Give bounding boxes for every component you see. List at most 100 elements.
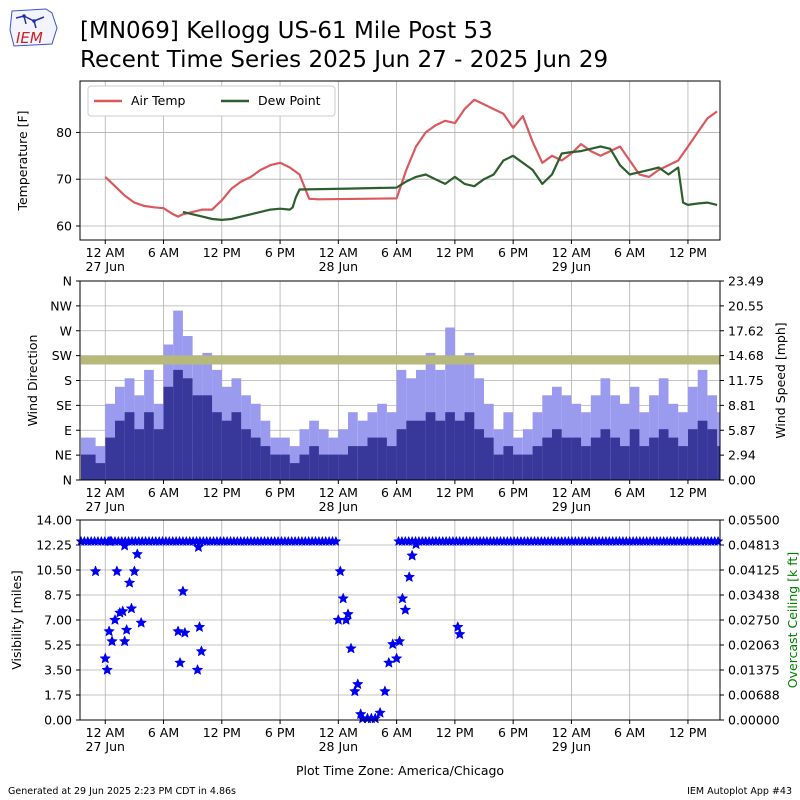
visibility-point	[99, 652, 112, 664]
timezone-label: Plot Time Zone: America/Chicago	[296, 763, 504, 778]
ceiling-tick-label: 0.04813	[728, 538, 780, 553]
wind-speed-bar	[435, 420, 446, 480]
visibility-panel: 0.00 1.75 3.50 5.25 7.00 8.75 10.50 12.25 14.00 0…	[9, 513, 800, 728]
speed-tick-label: 0.00	[728, 473, 756, 488]
wind-gust-bar	[474, 378, 484, 480]
x-tick-label: 12 AM	[552, 485, 591, 500]
wind-speed-bar	[105, 437, 115, 480]
wind-speed-bar	[377, 437, 387, 480]
speed-tick-label: 2.94	[728, 448, 756, 463]
wind-speed-bar	[600, 429, 611, 480]
visibility-point	[191, 663, 204, 675]
x-tick-label: 12 PM	[669, 485, 707, 500]
wind-speed-bar	[445, 412, 455, 480]
visibility-point	[342, 608, 354, 620]
visibility-point	[104, 535, 116, 547]
x-tick-label: 6 AM	[381, 485, 412, 500]
visibility-point	[453, 628, 466, 640]
y-tick-label: 80	[56, 125, 72, 140]
wind-speed-bar	[590, 437, 601, 480]
ceiling-tick-label: 0.03438	[728, 588, 780, 603]
visibility-point	[348, 685, 361, 697]
x-date-label: 29 Jun	[552, 499, 591, 514]
visibility-point	[410, 538, 422, 550]
generated-label: Generated at 29 Jun 2025 2:23 PM CDT in …	[8, 786, 236, 797]
wind-speed-bar	[552, 429, 562, 480]
wind-speed-bar	[299, 454, 310, 480]
ceiling-tick-label: 0.01375	[728, 663, 780, 678]
chart-title: [MN069] Kellogg US-61 Mile Post 53	[80, 18, 493, 44]
visibility-tick-label: 5.25	[44, 638, 72, 653]
x-date-label: 27 Jun	[86, 739, 125, 754]
wind-speed-bar	[639, 446, 650, 480]
x-tick-label: 12 PM	[436, 725, 474, 740]
wind-speed-bar	[688, 429, 698, 480]
wind-speed-bar	[522, 454, 533, 480]
wind-speed-bar	[620, 446, 630, 480]
visibility-point	[125, 602, 138, 614]
wind-speed-bar	[610, 437, 620, 480]
legend-box	[87, 85, 336, 117]
visibility-point	[106, 635, 118, 647]
speed-tick-label: 20.55	[728, 298, 764, 313]
wind-speed-bar	[649, 437, 659, 480]
speed-tick-label: 14.68	[728, 348, 764, 363]
visibility-point	[118, 539, 131, 551]
ceiling-tick-label: 0.02063	[728, 638, 780, 653]
ceiling-tick-label: 0.00000	[728, 713, 780, 728]
visibility-point	[193, 620, 206, 633]
visibility-frame	[79, 519, 721, 721]
wind-speed-bar	[406, 420, 416, 480]
wind-speed-bar	[124, 412, 135, 480]
temperature-y-label: Temperature [F]	[15, 110, 30, 211]
visibility-point	[109, 613, 121, 625]
direction-tick-label: N	[63, 473, 72, 488]
wind-panel: N NE E SE S SW W NW N 0.00 2.94 5.87 8.81 11.75 14.68 1…	[25, 274, 788, 488]
x-tick-label: 12 PM	[436, 485, 474, 500]
visibility-point	[399, 603, 412, 615]
wind-speed-bar	[173, 369, 183, 480]
visibility-tick-label: 3.50	[44, 663, 72, 678]
x-date-label: 29 Jun	[552, 259, 591, 274]
visibility-point	[351, 678, 364, 690]
wind-speed-bar	[260, 446, 271, 480]
visibility-point	[369, 712, 382, 724]
direction-tick-label: NE	[55, 448, 72, 463]
wind-speed-bar	[231, 412, 242, 480]
visibility-point	[172, 625, 184, 637]
air-temp-line	[104, 98, 718, 218]
x-tick-label: 6 AM	[614, 485, 645, 500]
visibility-point	[337, 592, 350, 604]
x-tick-label: 12 PM	[436, 245, 474, 260]
x-date-label: 28 Jun	[319, 499, 358, 514]
x-tick-label: 6 PM	[498, 245, 528, 260]
speed-tick-label: 11.75	[728, 373, 764, 388]
wind-speed-bar	[503, 446, 514, 480]
wind-speed-bar	[464, 412, 475, 480]
visibility-tick-label: 1.75	[44, 688, 72, 703]
direction-tick-label: W	[60, 323, 72, 338]
legend-label-dew-point: Dew Point	[258, 93, 321, 108]
wind-speed-bar	[289, 463, 300, 480]
time-axes: 12 AM 27 Jun 6 AM 12 PM 6 PM 12 AM 28 Jun 6 AM 1…	[86, 240, 707, 754]
x-tick-label: 6 AM	[614, 245, 645, 260]
wind-frame	[79, 280, 721, 481]
visibility-point	[379, 685, 391, 697]
x-tick-label: 6 AM	[381, 245, 412, 260]
visibility-point	[128, 565, 141, 577]
legend-label-air-temp: Air Temp	[131, 93, 186, 108]
wind-speed-bar	[396, 429, 407, 480]
x-tick-label: 12 AM	[552, 245, 591, 260]
visibility-point	[451, 620, 464, 633]
x-date-label: 27 Jun	[86, 499, 125, 514]
ceiling-tick-label: 0.02750	[728, 613, 780, 628]
wind-speed-bar	[717, 446, 720, 480]
visibility-point	[406, 549, 419, 561]
wind-speed-bar	[454, 420, 465, 480]
visibility-point	[382, 656, 395, 668]
wind-speed-bar	[250, 437, 261, 480]
wind-speed-bar	[357, 446, 368, 480]
visibility-point	[177, 585, 189, 597]
wind-speed-bar	[561, 437, 572, 480]
